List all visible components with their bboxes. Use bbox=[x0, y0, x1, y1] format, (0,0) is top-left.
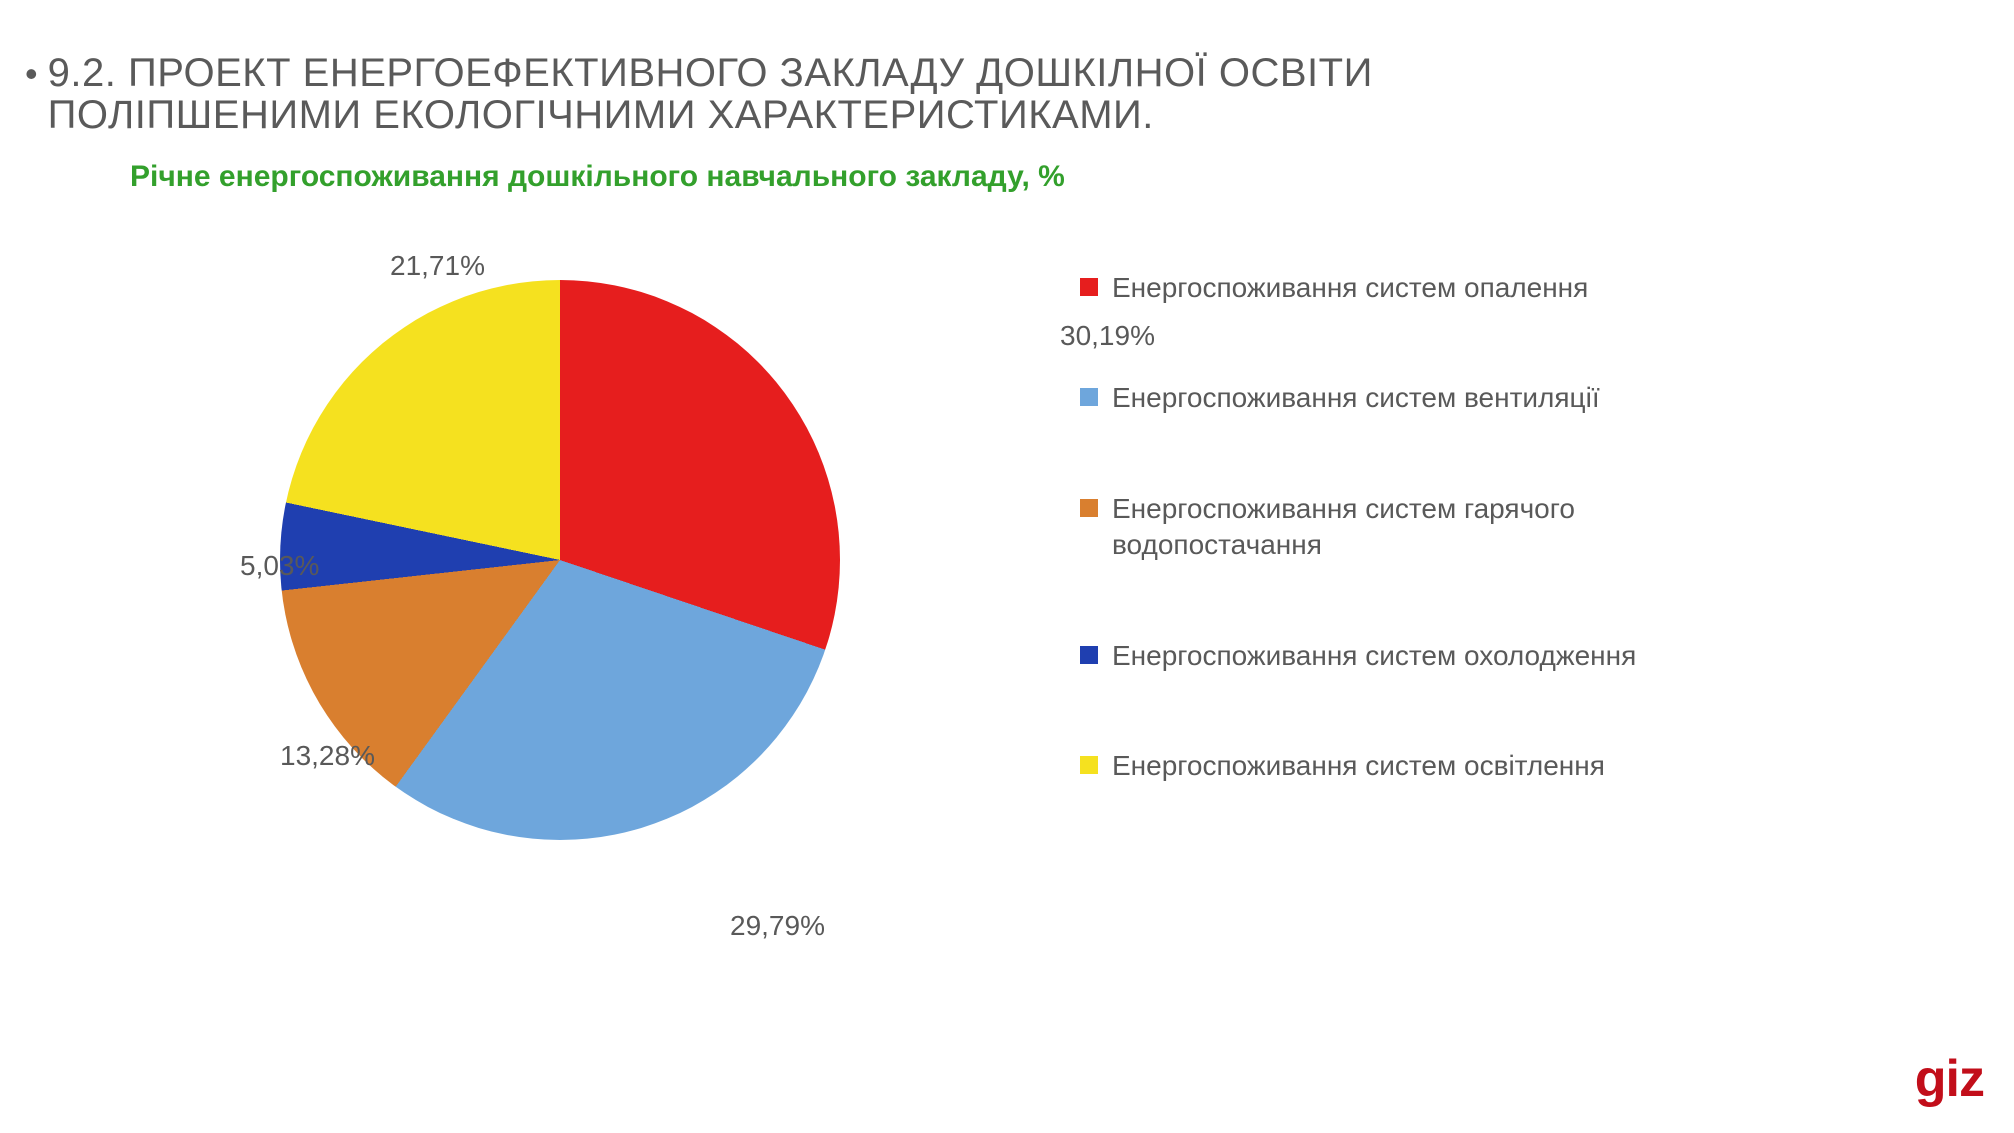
pie-graphic bbox=[280, 280, 840, 840]
pie-chart bbox=[250, 250, 870, 870]
legend-swatch bbox=[1080, 388, 1098, 406]
title-line-1: 9.2. ПРОЕКТ ЕНЕРГОЕФЕКТИВНОГО ЗАКЛАДУ ДО… bbox=[48, 51, 1373, 95]
chart-subtitle: Річне енергоспоживання дошкільного навча… bbox=[130, 160, 1065, 194]
bullet-icon: • bbox=[25, 56, 38, 92]
legend-swatch bbox=[1080, 756, 1098, 774]
legend-item: Енергоспоживання систем опалення bbox=[1080, 270, 1840, 306]
title-line-2: ПОЛІПШЕНИМИ ЕКОЛОГІЧНИМИ ХАРАКТЕРИСТИКАМ… bbox=[48, 93, 1154, 137]
legend-label: Енергоспоживання систем гарячоговодопост… bbox=[1112, 491, 1575, 564]
legend-swatch bbox=[1080, 278, 1098, 296]
legend-item: Енергоспоживання систем гарячоговодопост… bbox=[1080, 491, 1840, 564]
legend-item: Енергоспоживання систем вентиляції bbox=[1080, 380, 1840, 416]
legend-label: Енергоспоживання систем освітлення bbox=[1112, 748, 1605, 784]
legend-label: Енергоспоживання систем охолодження bbox=[1112, 638, 1636, 674]
legend-label: Енергоспоживання систем вентиляції bbox=[1112, 380, 1600, 416]
title-text: 9.2. ПРОЕКТ ЕНЕРГОЕФЕКТИВНОГО ЗАКЛАДУ ДО… bbox=[48, 52, 1373, 136]
legend-item: Енергоспоживання систем освітлення bbox=[1080, 748, 1840, 784]
giz-logo: giz bbox=[1915, 1049, 1984, 1109]
legend-swatch bbox=[1080, 646, 1098, 664]
chart-legend: Енергоспоживання систем опалення Енергосп… bbox=[1080, 270, 1840, 858]
legend-swatch bbox=[1080, 499, 1098, 517]
legend-label: Енергоспоживання систем опалення bbox=[1112, 270, 1588, 306]
legend-item: Енергоспоживання систем охолодження bbox=[1080, 638, 1840, 674]
slide-title: • 9.2. ПРОЕКТ ЕНЕРГОЕФЕКТИВНОГО ЗАКЛАДУ … bbox=[25, 52, 1373, 136]
pie-slice-label: 29,79% bbox=[730, 910, 825, 942]
